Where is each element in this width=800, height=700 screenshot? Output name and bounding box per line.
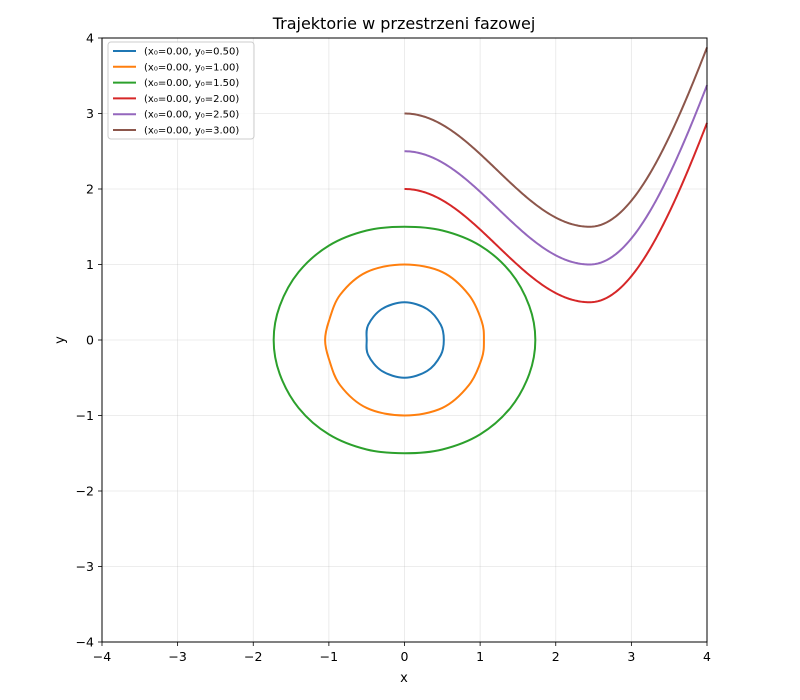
x-axis-label: x [400, 671, 408, 686]
trajectory-series-2 [324, 263, 485, 417]
x-tick-label: −2 [244, 649, 262, 664]
y-axis-label: y [53, 336, 68, 344]
y-tick-label: −3 [76, 559, 94, 574]
x-tick-label: 1 [476, 649, 484, 664]
trajectory-series-6 [404, 47, 708, 228]
x-tick-label: 3 [627, 649, 635, 664]
y-tick-label: 0 [86, 333, 94, 348]
trajectory-series-1 [365, 301, 445, 379]
y-tick-label: 2 [86, 182, 94, 197]
y-tick-label: 4 [86, 31, 94, 46]
y-axis-ticks: −4 −3 −2 −1 0 1 2 3 4 [76, 31, 102, 650]
x-tick-label: −4 [93, 649, 111, 664]
trajectory-series-5 [404, 84, 708, 266]
legend-entry-label: (x₀=0.00, y₀=2.50) [144, 110, 239, 121]
x-tick-label: 0 [401, 649, 409, 664]
legend-entry-label: (x₀=0.00, y₀=0.50) [144, 47, 239, 58]
legend: (x₀=0.00, y₀=0.50) (x₀=0.00, y₀=1.00) (x₀=… [107, 41, 255, 140]
trajectory-series-4 [404, 122, 708, 304]
legend-entry-label: (x₀=0.00, y₀=3.00) [144, 126, 239, 137]
trajectory-curves [272, 47, 708, 455]
legend-entry-label: (x₀=0.00, y₀=2.00) [144, 94, 239, 105]
trajectory-series-3 [272, 225, 537, 455]
legend-box [107, 41, 255, 140]
y-tick-label: 1 [86, 257, 94, 272]
x-axis-ticks: −4 −3 −2 −1 0 1 2 3 4 [93, 642, 711, 664]
y-tick-label: −2 [76, 484, 94, 499]
y-tick-label: −4 [76, 635, 94, 650]
y-tick-label: 3 [86, 106, 94, 121]
x-tick-label: 4 [703, 649, 711, 664]
chart-title: Trajektorie w przestrzeni fazowej [272, 14, 536, 33]
x-tick-label: −1 [320, 649, 338, 664]
y-tick-label: −1 [76, 408, 94, 423]
x-tick-label: 2 [552, 649, 560, 664]
legend-entry-label: (x₀=0.00, y₀=1.50) [144, 78, 239, 89]
x-tick-label: −3 [168, 649, 186, 664]
legend-entry-label: (x₀=0.00, y₀=1.00) [144, 62, 239, 73]
